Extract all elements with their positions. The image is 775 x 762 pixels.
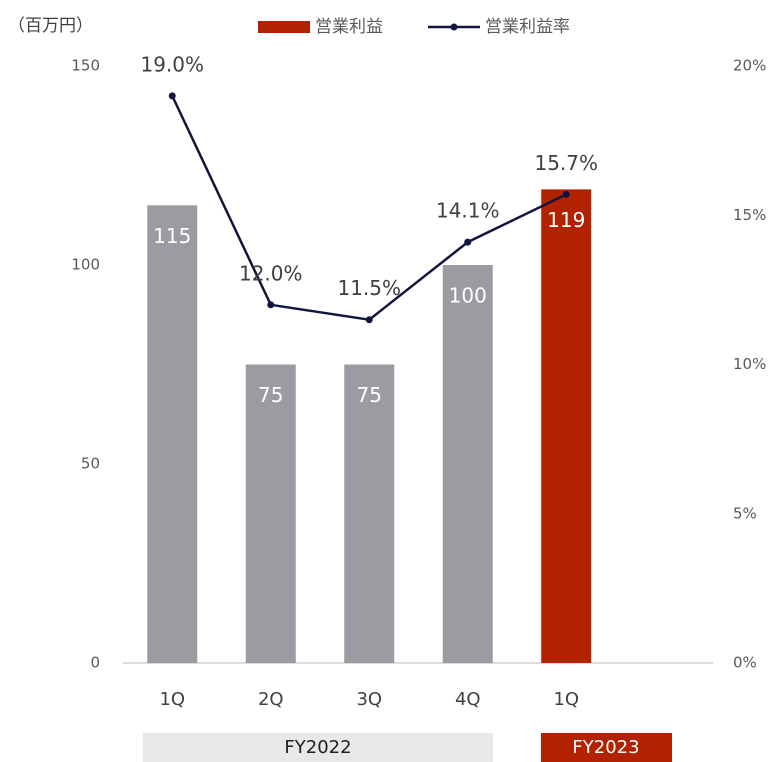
y-tick-label: 0 xyxy=(90,654,100,672)
y2-tick-label: 20% xyxy=(733,57,766,75)
line-point xyxy=(464,238,472,246)
bar xyxy=(442,265,493,663)
y2-tick-label: 0% xyxy=(733,654,757,672)
y-tick-label: 50 xyxy=(81,455,100,473)
line-point xyxy=(365,316,373,324)
bar xyxy=(344,364,395,663)
x-tick-label: 2Q xyxy=(258,689,284,710)
x-tick-label: 1Q xyxy=(553,689,579,710)
bar-label: 75 xyxy=(258,383,283,407)
unit-label: （百万円） xyxy=(8,16,93,36)
bar xyxy=(541,189,592,663)
line-label: 15.7% xyxy=(534,151,598,175)
y2-tick-label: 10% xyxy=(733,355,766,373)
bar-label: 100 xyxy=(449,284,487,308)
line-point xyxy=(168,92,176,100)
bar xyxy=(245,364,296,663)
y-tick-label: 100 xyxy=(71,256,100,274)
y2-tick-label: 5% xyxy=(733,504,757,522)
bar xyxy=(147,205,198,664)
group-box xyxy=(541,733,672,762)
bar-label: 115 xyxy=(153,224,191,248)
legend-swatch xyxy=(258,21,310,33)
y-tick-label: 150 xyxy=(71,57,100,75)
group-label: FY2022 xyxy=(284,737,351,758)
line-label: 14.1% xyxy=(436,199,500,223)
line-label: 12.0% xyxy=(239,261,303,285)
bar-label: 75 xyxy=(357,383,382,407)
legend-label: 営業利益率 xyxy=(485,17,570,37)
line-point xyxy=(562,190,570,198)
line-point xyxy=(267,301,275,309)
line-label: 19.0% xyxy=(140,52,204,76)
group-box xyxy=(143,733,493,762)
x-tick-label: 3Q xyxy=(356,689,382,710)
x-tick-label: 4Q xyxy=(455,689,481,710)
group-label: FY2023 xyxy=(572,737,639,758)
legend-swatch xyxy=(450,23,458,31)
x-tick-label: 1Q xyxy=(159,689,185,710)
line-label: 11.5% xyxy=(337,276,401,300)
bar-label: 119 xyxy=(547,208,585,232)
legend-label: 営業利益 xyxy=(315,17,383,37)
y2-tick-label: 15% xyxy=(733,206,766,224)
